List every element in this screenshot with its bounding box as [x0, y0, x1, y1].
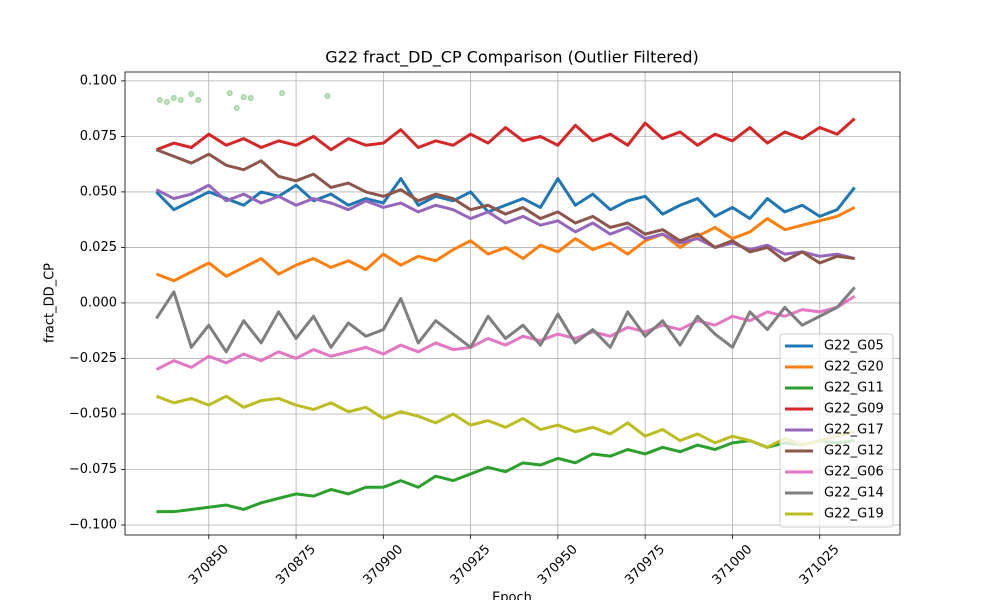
- y-tick-label: 0.000: [80, 295, 117, 310]
- series-line: [155, 148, 855, 265]
- y-tick-label: 0.050: [80, 184, 117, 199]
- legend-label: G22_G17: [824, 423, 884, 438]
- series-line: [155, 206, 856, 283]
- y-tick-label: 0.025: [80, 240, 117, 255]
- legend-label: G22_G14: [824, 486, 884, 501]
- series-line: [156, 439, 855, 514]
- series-line: [155, 177, 856, 221]
- y-tick-label: 0.100: [80, 73, 117, 88]
- outlier-point: [240, 94, 247, 101]
- y-tick-label: −0.100: [69, 518, 117, 533]
- series-line: [155, 286, 856, 354]
- x-tick-label: 370950: [535, 542, 581, 588]
- outlier-point: [156, 96, 163, 103]
- outlier-point: [324, 92, 331, 99]
- x-tick-label: 370975: [622, 542, 668, 588]
- y-tick-label: 0.075: [80, 129, 117, 144]
- y-tick-label: −0.025: [69, 351, 117, 366]
- legend-label: G22_G09: [824, 402, 884, 417]
- outlier-point: [279, 90, 286, 97]
- y-tick-label: −0.075: [69, 462, 117, 477]
- series-line: [155, 117, 856, 152]
- x-tick-label: 371025: [797, 542, 843, 588]
- x-axis-label: Epoch: [492, 591, 532, 600]
- plot-frame: [124, 71, 901, 536]
- outlier-point: [163, 98, 170, 105]
- x-tick-label: 370850: [186, 542, 232, 588]
- legend-label: G22_G12: [824, 444, 884, 459]
- legend-box: [779, 333, 894, 528]
- series-line: [155, 295, 856, 371]
- series-line: [155, 394, 855, 449]
- y-tick-label: −0.050: [69, 406, 117, 421]
- x-tick-label: 370925: [448, 542, 494, 588]
- outlier-point: [226, 90, 233, 97]
- x-tick-label: 370875: [273, 542, 319, 588]
- legend-label: G22_G06: [824, 465, 884, 480]
- x-tick-label: 371000: [710, 542, 756, 588]
- legend-label: G22_G11: [824, 381, 884, 396]
- legend-label: G22_G20: [824, 360, 884, 375]
- outlier-point: [247, 94, 254, 101]
- legend-label: G22_G05: [824, 339, 884, 354]
- legend-label: G22_G19: [824, 507, 884, 522]
- outlier-point: [188, 90, 195, 97]
- y-axis-label: fract_DD_CP: [43, 263, 58, 343]
- chart-title: G22 fract_DD_CP Comparison (Outlier Filt…: [325, 48, 699, 68]
- outlier-point: [170, 94, 177, 101]
- x-tick-label: 370900: [360, 542, 406, 588]
- outlier-point: [195, 96, 202, 103]
- outlier-point: [233, 104, 240, 111]
- outlier-point: [177, 96, 184, 103]
